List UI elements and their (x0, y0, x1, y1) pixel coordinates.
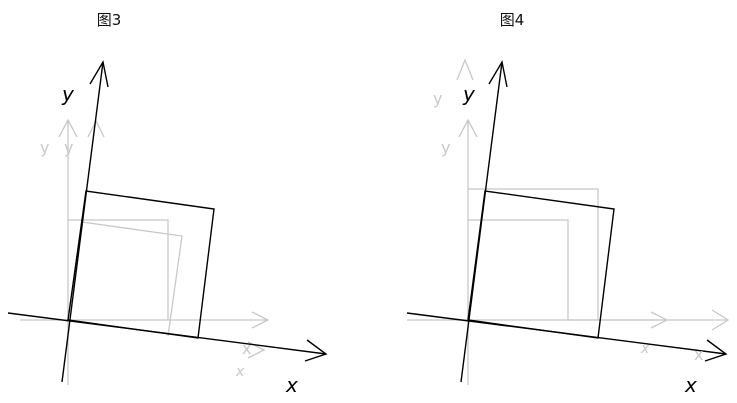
figure-title: 图3 (96, 11, 122, 29)
y-axis-arrow (488, 60, 508, 88)
y-axis-arrow (89, 60, 109, 88)
faint-square (68, 219, 169, 320)
faint-x-label-a: x (640, 341, 650, 357)
x-axis-label: x (684, 373, 697, 397)
faint-y-arrow-upper (456, 58, 474, 81)
faint-y-label-a: y (40, 138, 49, 157)
y-axis-label: y (61, 82, 75, 106)
faint-x-arrow (251, 311, 270, 329)
y-axis-label: y (462, 82, 476, 106)
x-axis-arrow (304, 339, 328, 362)
figure-3: 图3 y x y y x x (0, 0, 368, 403)
figure-4: 图4 y x y y x x (369, 0, 737, 403)
faint-y-label-a: y (433, 89, 442, 108)
faint-shapes (468, 188, 599, 320)
faint-y-arrow-secondary (87, 119, 105, 138)
rotated-square (467, 190, 615, 339)
faint-x-arrow-outer (711, 309, 730, 331)
faint-axes (407, 58, 730, 385)
faint-x-label-b: x (235, 364, 245, 380)
faint-y-label-b: y (64, 138, 73, 157)
faint-y-arrow (58, 118, 78, 138)
figure-3-diagram: y x y y x x (7, 60, 328, 397)
faint-shapes (68, 219, 183, 337)
faint-y-label-b: y (441, 138, 450, 157)
x-axis-label: x (285, 373, 298, 397)
faint-y-arrow (458, 118, 478, 138)
rotated-square (67, 190, 215, 339)
figure-4-diagram: y x y y x x (406, 58, 730, 397)
faint-x-label-a: x (242, 339, 251, 358)
faint-x-label-b: x (694, 345, 703, 364)
faint-axes (20, 118, 270, 385)
y-axis (61, 61, 104, 383)
x-axis-arrow (704, 339, 728, 362)
faint-square-large (468, 188, 599, 320)
faint-square-small (468, 219, 569, 320)
faint-sheared-square (81, 221, 183, 337)
figure-title: 图4 (499, 11, 525, 29)
